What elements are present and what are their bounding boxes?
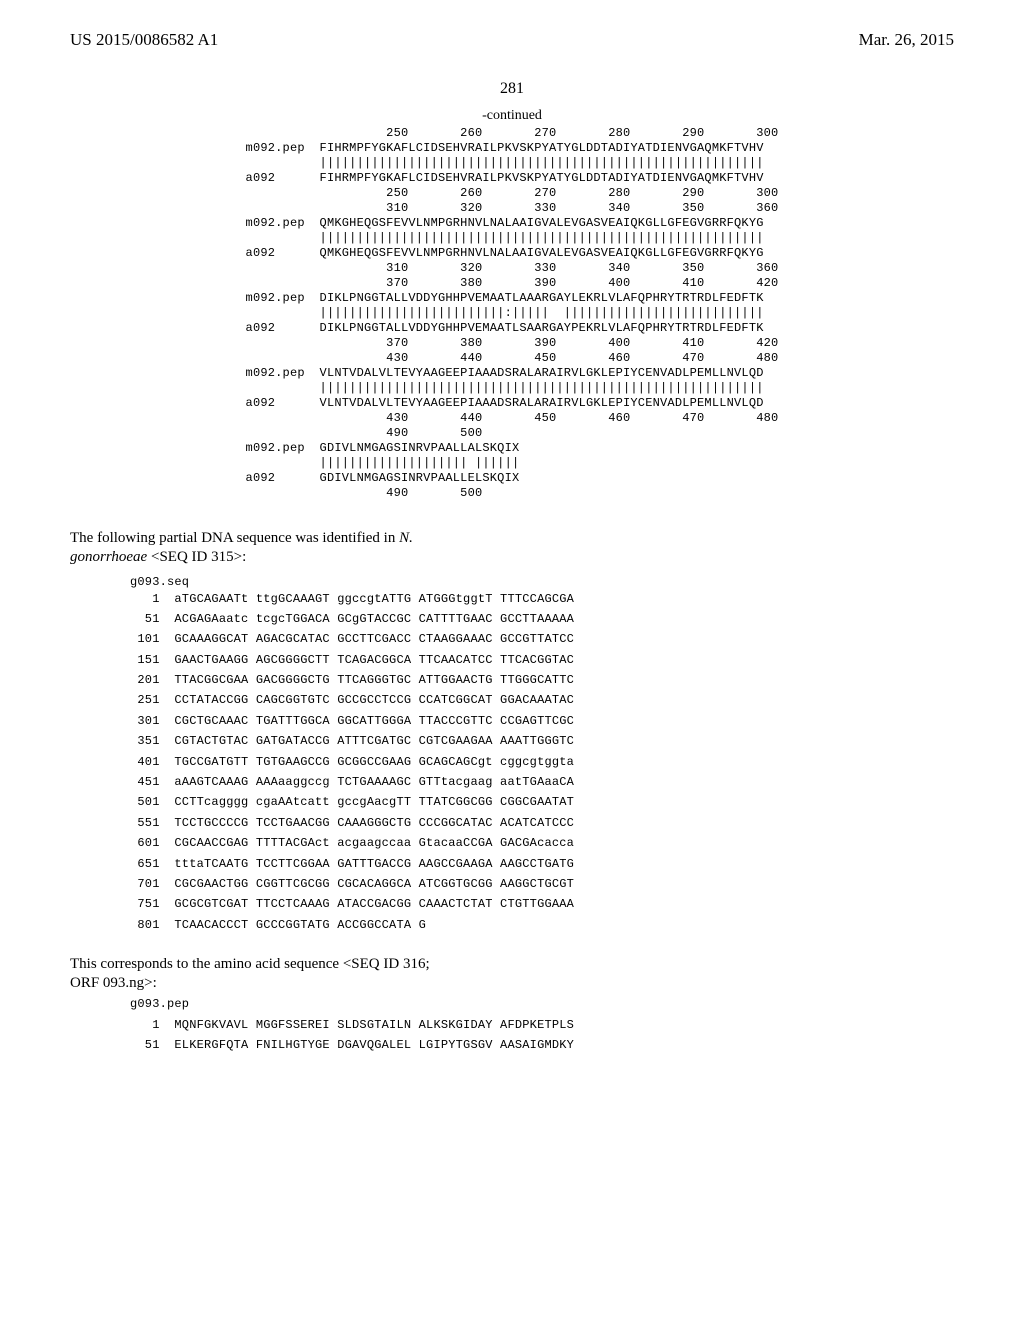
alignment-row: 310 320 330 340 350 360 [246,201,779,216]
alignment-row: 370 380 390 400 410 420 [246,336,779,351]
pep-line: 51 ELKERGFQTA FNILHGTYGE DGAVQGALEL LGIP… [130,1035,954,1055]
alignment-row: 430 440 450 460 470 480 [246,411,779,426]
dna-line: 401 TGCCGATGTT TGTGAAGCCG GCGGCCGAAG GCA… [130,752,954,772]
alignment-row: m092.pep DIKLPNGGTALLVDDYGHHPVEMAATLAAAR… [246,291,779,306]
alignment-row: m092.pep VLNTVDALVLTEVYAAGEEPIAAADSRALAR… [246,366,779,381]
dna-line: 601 CGCAACCGAG TTTTACGAct acgaagccaa Gta… [130,833,954,853]
pep-header: g093.pep [130,997,954,1011]
dna-line: 351 CGTACTGTAC GATGATACCG ATTTCGATGC CGT… [130,731,954,751]
dna-line: 551 TCCTGCCCCG TCCTGAACGG CAAAGGGCTG CCC… [130,813,954,833]
dna-line: 801 TCAACACCCT GCCCGGTATG ACCGGCCATA G [130,915,954,935]
alignment-row: 490 500 [246,426,779,441]
header-row: US 2015/0086582 A1 Mar. 26, 2015 [70,30,954,50]
alignment-row: 250 260 270 280 290 300 [246,126,779,141]
dna-line: 451 aAAGTCAAAG AAAaaggccg TCTGAAAAGC GTT… [130,772,954,792]
publication-date: Mar. 26, 2015 [859,30,954,50]
dna-block: 1 aTGCAGAATt ttgGCAAAGT ggccgtATTG ATGGG… [130,589,954,936]
dna-line: 701 CGCGAACTGG CGGTTCGCGG CGCACAGGCA ATC… [130,874,954,894]
alignment-row: ||||||||||||||||||||||||||||||||||||||||… [246,231,779,246]
publication-number: US 2015/0086582 A1 [70,30,218,50]
alignment-row: 370 380 390 400 410 420 [246,276,779,291]
alignment-row: m092.pep QMKGHEQGSFEVVLNMPGRHNVLNALAAIGV… [246,216,779,231]
dna-line: 201 TTACGGCGAA GACGGGGCTG TTCAGGGTGC ATT… [130,670,954,690]
dna-line: 501 CCTTcagggg cgaAAtcatt gccgAacgTT TTA… [130,792,954,812]
narrative-1: The following partial DNA sequence was i… [70,529,450,567]
alignment-row: 430 440 450 460 470 480 [246,351,779,366]
alignment-row: a092 FIHRMPFYGKAFLCIDSEHVRAILPKVSKPYATYG… [246,171,779,186]
alignment-row: a092 GDIVLNMGAGSINRVPAALLELSKQIX [246,471,779,486]
page-number: 281 [70,80,954,98]
dna-line: 1 aTGCAGAATt ttgGCAAAGT ggccgtATTG ATGGG… [130,589,954,609]
alignment-row: |||||||||||||||||||| |||||| [246,456,779,471]
alignment-row: ||||||||||||||||||||||||||||||||||||||||… [246,156,779,171]
pep-block: 1 MQNFGKVAVL MGGFSSEREI SLDSGTAILN ALKSK… [130,1015,954,1056]
pep-line: 1 MQNFGKVAVL MGGFSSEREI SLDSGTAILN ALKSK… [130,1015,954,1035]
dna-line: 51 ACGAGAaatc tcgcTGGACA GCgGTACCGC CATT… [130,609,954,629]
alignment-block: 250 260 270 280 290 300m092.pep FIHRMPFY… [246,126,779,501]
alignment-row: |||||||||||||||||||||||||:||||| ||||||||… [246,306,779,321]
dna-line: 301 CGCTGCAAAC TGATTTGGCA GGCATTGGGA TTA… [130,711,954,731]
narrative-1b: <SEQ ID 315>: [147,549,246,565]
alignment-row: a092 VLNTVDALVLTEVYAAGEEPIAAADSRALARAIRV… [246,396,779,411]
alignment-row: m092.pep FIHRMPFYGKAFLCIDSEHVRAILPKVSKPY… [246,141,779,156]
dna-line: 151 GAACTGAAGG AGCGGGGCTT TCAGACGGCA TTC… [130,650,954,670]
alignment-row: a092 QMKGHEQGSFEVVLNMPGRHNVLNALAAIGVALEV… [246,246,779,261]
alignment-row: a092 DIKLPNGGTALLVDDYGHHPVEMAATLSAARGAYP… [246,321,779,336]
page: US 2015/0086582 A1 Mar. 26, 2015 281 -co… [0,0,1024,1320]
alignment-row: 250 260 270 280 290 300 [246,186,779,201]
alignment-row: 310 320 330 340 350 360 [246,261,779,276]
alignment-row: ||||||||||||||||||||||||||||||||||||||||… [246,381,779,396]
alignment-row: 490 500 [246,486,779,501]
narrative-1a: The following partial DNA sequence was i… [70,530,399,546]
narrative-2: This corresponds to the amino acid seque… [70,955,450,993]
dna-line: 751 GCGCGTCGAT TTCCTCAAAG ATACCGACGG CAA… [130,894,954,914]
dna-line: 651 tttaTCAATG TCCTTCGGAA GATTTGACCG AAG… [130,854,954,874]
continued-label: -continued [70,108,954,124]
alignment-row: m092.pep GDIVLNMGAGSINRVPAALLALSKQIX [246,441,779,456]
dna-header: g093.seq [130,575,954,589]
dna-line: 251 CCTATACCGG CAGCGGTGTC GCCGCCTCCG CCA… [130,690,954,710]
dna-line: 101 GCAAAGGCAT AGACGCATAC GCCTTCGACC CTA… [130,629,954,649]
